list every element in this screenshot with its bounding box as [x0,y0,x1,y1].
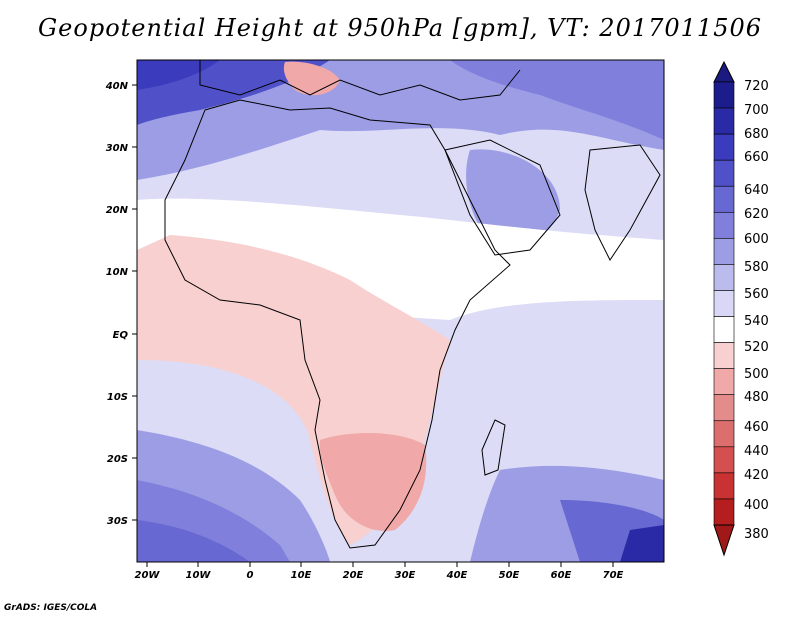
height-field [137,60,664,562]
colorbar-label: 660 [744,150,769,165]
colorbar-label: 700 [744,103,769,118]
lon-tick-label: 10W [186,570,212,581]
colorbar-label: 440 [744,444,769,459]
colorbar-top-arrow [713,60,735,83]
lat-axis: 40N 30N 20N 10N EQ 10S 20S 30S [105,81,137,527]
colorbar-swatch [713,446,735,474]
lat-tick-label: 40N [105,81,129,92]
lon-tick-label: 70E [603,570,624,581]
lon-tick-label: 10E [291,570,312,581]
colorbar: 720 700 680 660 640 620 600 580 560 540 … [713,60,769,557]
colorbar-swatch [713,498,735,526]
lon-tick-label: 50E [499,570,520,581]
colorbar-label: 620 [744,207,769,222]
colorbar-swatch [713,211,735,239]
colorbar-swatch [713,159,735,187]
colorbar-swatch [713,394,735,422]
colorbar-label: 380 [744,527,769,542]
colorbar-label: 460 [744,420,769,435]
colorbar-label: 500 [744,367,769,382]
colorbar-label: 560 [744,287,769,302]
grads-credit: GrADS: IGES/COLA [4,603,98,613]
lon-tick-label: 20E [343,570,364,581]
colorbar-label: 400 [744,498,769,513]
colorbar-swatch [713,368,735,396]
lat-tick-label: 10S [107,392,128,403]
colorbar-label: 720 [744,79,769,94]
colorbar-label: 600 [744,232,769,247]
colorbar-bottom-arrow [713,524,735,557]
lat-tick-label: 10N [106,267,129,278]
lon-tick-label: 40E [446,570,468,581]
colorbar-label: 680 [744,127,769,142]
colorbar-swatch [713,472,735,500]
colorbar-swatch [713,316,735,343]
lat-tick-label: EQ [113,330,129,341]
colorbar-swatch [713,342,735,369]
colorbar-swatch [713,238,735,265]
colorbar-label: 420 [744,468,769,483]
lon-axis: 20W 10W 0 10E 20E 30E 40E 50E 60E 70E [135,562,624,581]
colorbar-label: 640 [744,183,769,198]
colorbar-label: 580 [744,260,769,275]
colorbar-label: 480 [744,390,769,405]
colorbar-swatch [713,133,735,161]
colorbar-swatch [713,107,735,135]
lon-tick-label: 60E [551,570,572,581]
colorbar-swatch [713,185,735,213]
lon-tick-label: 20W [135,570,161,581]
colorbar-swatch [713,420,735,448]
lat-tick-label: 30S [107,516,128,527]
colorbar-label: 520 [744,340,769,355]
colorbar-swatch [713,290,735,317]
lat-tick-label: 20S [107,454,128,465]
lat-tick-label: 30N [106,143,129,154]
colorbar-swatch [713,81,735,109]
lat-tick-label: 20N [106,205,129,216]
colorbar-label: 540 [744,314,769,329]
lon-tick-label: 0 [247,570,254,581]
map-title: Geopotential Height at 950hPa [gpm], VT:… [38,14,762,42]
lon-tick-label: 30E [395,570,416,581]
colorbar-swatch [713,264,735,291]
